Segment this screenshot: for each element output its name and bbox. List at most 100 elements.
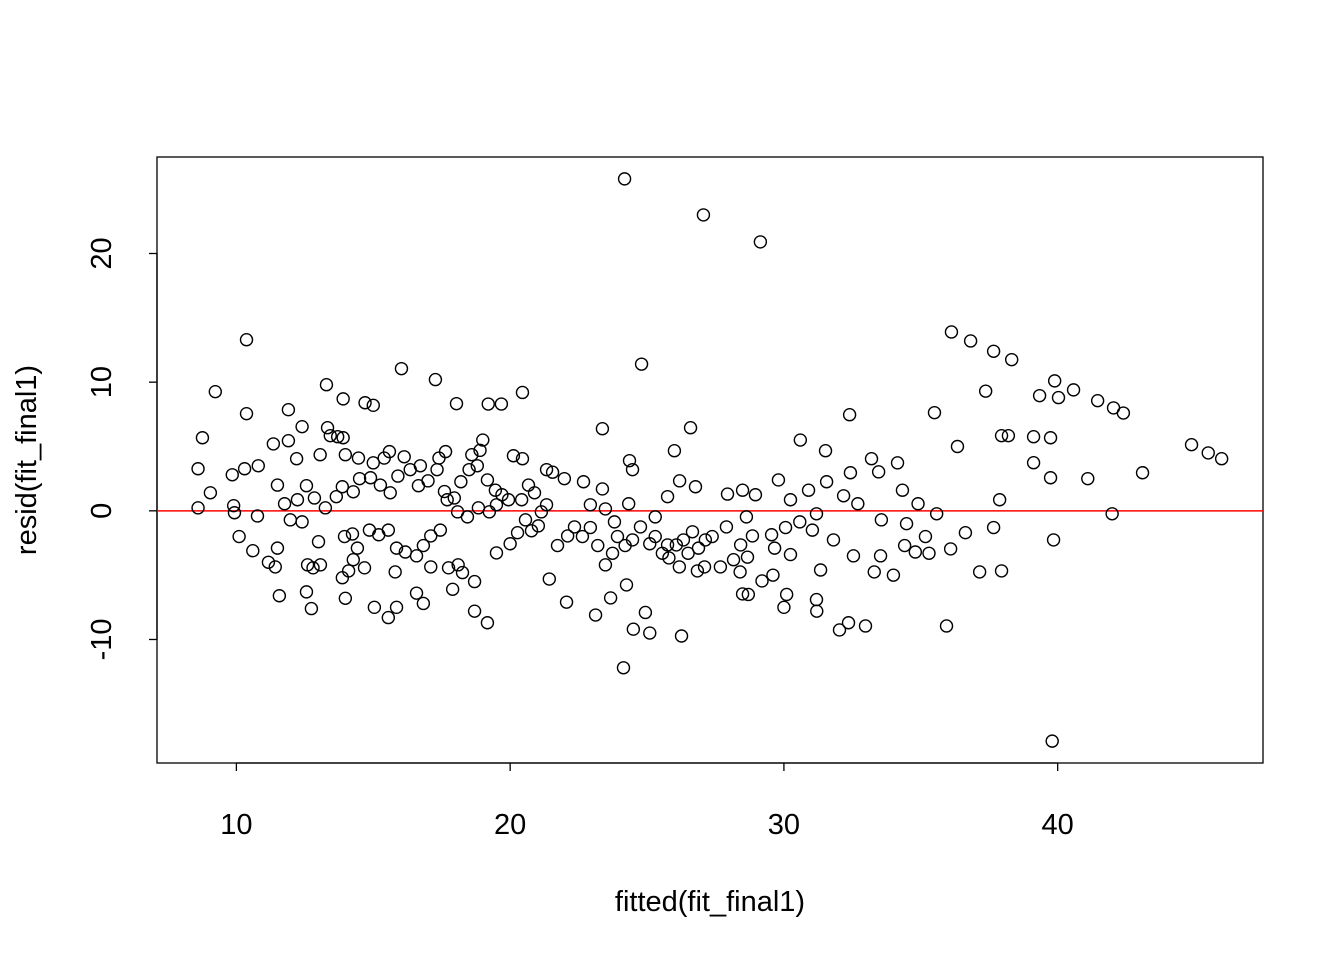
data-point	[283, 513, 298, 527]
data-point	[667, 444, 682, 458]
data-point	[299, 479, 314, 493]
data-point	[778, 520, 793, 535]
data-point	[818, 444, 833, 458]
data-point	[908, 545, 923, 559]
data-point	[311, 535, 326, 549]
data-point	[713, 560, 728, 574]
data-point	[560, 529, 575, 543]
data-point	[720, 487, 735, 501]
data-point	[476, 433, 490, 447]
data-point	[740, 550, 755, 564]
data-point	[409, 586, 424, 600]
data-point	[362, 523, 377, 537]
data-point	[810, 604, 824, 618]
data-point	[846, 549, 861, 563]
data-point	[357, 561, 372, 575]
data-point	[625, 462, 640, 477]
data-point	[510, 525, 525, 540]
data-point	[753, 235, 768, 249]
data-point	[739, 510, 754, 524]
data-point	[576, 475, 591, 489]
data-point	[685, 525, 700, 539]
data-point	[250, 509, 265, 523]
data-point	[366, 398, 380, 413]
y-tick-label: 0	[86, 503, 118, 519]
data-point	[524, 524, 539, 538]
data-point	[377, 451, 391, 465]
data-point	[338, 448, 353, 462]
data-point	[398, 545, 413, 559]
data-point	[669, 538, 684, 552]
data-point	[290, 493, 305, 507]
data-point	[473, 443, 487, 458]
data-point	[518, 513, 533, 527]
data-point	[268, 560, 282, 574]
x-tick-label: 40	[1042, 809, 1074, 841]
data-point	[281, 434, 296, 448]
data-point	[832, 623, 847, 637]
data-point	[1026, 430, 1041, 444]
data-point	[755, 574, 769, 588]
data-point	[521, 478, 536, 492]
data-point	[719, 520, 734, 534]
data-point	[992, 493, 1007, 507]
data-point	[470, 459, 485, 473]
data-point	[432, 451, 446, 465]
data-point	[341, 564, 356, 578]
data-point	[809, 507, 824, 521]
data-point	[462, 462, 476, 477]
data-point	[313, 558, 328, 572]
data-point	[367, 600, 382, 615]
data-point	[735, 483, 750, 497]
data-point	[270, 478, 285, 492]
data-point	[741, 587, 756, 602]
data-point	[939, 619, 954, 633]
data-point	[191, 501, 205, 515]
data-point	[922, 546, 936, 560]
data-point	[1043, 431, 1058, 445]
data-point	[239, 333, 254, 347]
data-point	[621, 497, 636, 511]
data-point	[605, 546, 620, 560]
data-point	[871, 465, 886, 479]
data-point	[897, 538, 912, 553]
data-point	[927, 405, 942, 420]
data-point	[691, 541, 706, 555]
data-point	[1045, 734, 1059, 748]
data-point	[455, 565, 470, 580]
data-point	[237, 462, 252, 476]
data-point	[994, 564, 1009, 578]
data-point	[767, 541, 782, 555]
x-tick-label: 10	[220, 809, 252, 841]
data-points	[191, 172, 1229, 748]
data-point	[1001, 428, 1016, 443]
data-point	[313, 448, 327, 462]
data-point	[978, 384, 993, 398]
data-point	[766, 568, 780, 582]
data-point	[289, 452, 304, 466]
data-point	[346, 553, 360, 567]
data-point	[246, 544, 260, 558]
data-point	[595, 422, 610, 436]
data-point	[864, 452, 879, 466]
data-point	[514, 493, 529, 507]
data-point	[634, 357, 649, 371]
data-point	[465, 448, 479, 462]
data-point	[266, 437, 281, 451]
data-point	[575, 529, 590, 544]
data-point	[1135, 466, 1150, 480]
data-point	[972, 565, 987, 579]
x-tick-label: 20	[494, 809, 526, 841]
data-point	[383, 486, 397, 500]
data-point	[539, 462, 554, 477]
data-point	[1105, 507, 1119, 521]
data-point	[391, 469, 405, 483]
data-point	[764, 528, 779, 542]
data-point	[467, 604, 482, 618]
data-point	[239, 406, 254, 421]
data-point	[424, 529, 438, 543]
data-point	[918, 529, 933, 544]
data-point	[963, 334, 978, 348]
data-point	[619, 578, 634, 592]
data-point	[191, 462, 205, 476]
